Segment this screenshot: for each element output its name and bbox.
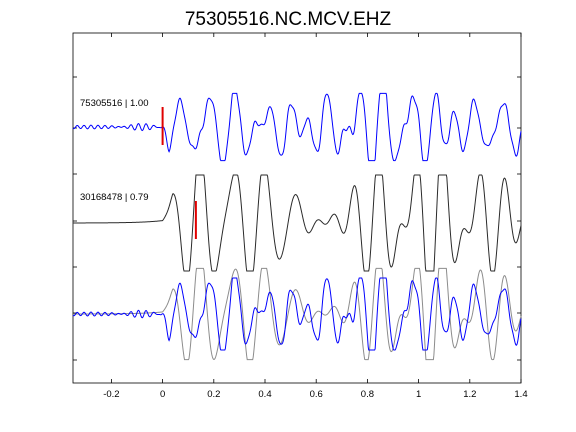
x-tick-label: 0.2 [207,389,220,400]
x-tick-label: 1.4 [514,389,527,400]
x-tick-label: 0.8 [361,389,374,400]
match-trace-line [73,174,522,272]
x-tick-label: 1 [416,389,421,400]
match-trace-label: 30168478 | 0.79 [80,192,149,203]
x-tick-label: 0.4 [258,389,271,400]
plot-area: -0.2 0 0.2 0.4 0.6 0.8 1 1.2 1.4 75305516 | 1.00 3… [72,32,528,400]
chart-title: 75305516.NC.MCV.EHZ [185,9,392,30]
reference-trace-line [72,92,522,162]
reference-trace-label: 75305516 | 1.00 [80,98,149,109]
overlay-reference-line [72,277,522,351]
x-tick-label: 0 [160,389,165,400]
x-tick-label: -0.2 [103,389,119,400]
x-tick-label: 1.2 [463,389,476,400]
x-tick-label: 0.6 [310,389,323,400]
axes-frame [72,32,522,384]
